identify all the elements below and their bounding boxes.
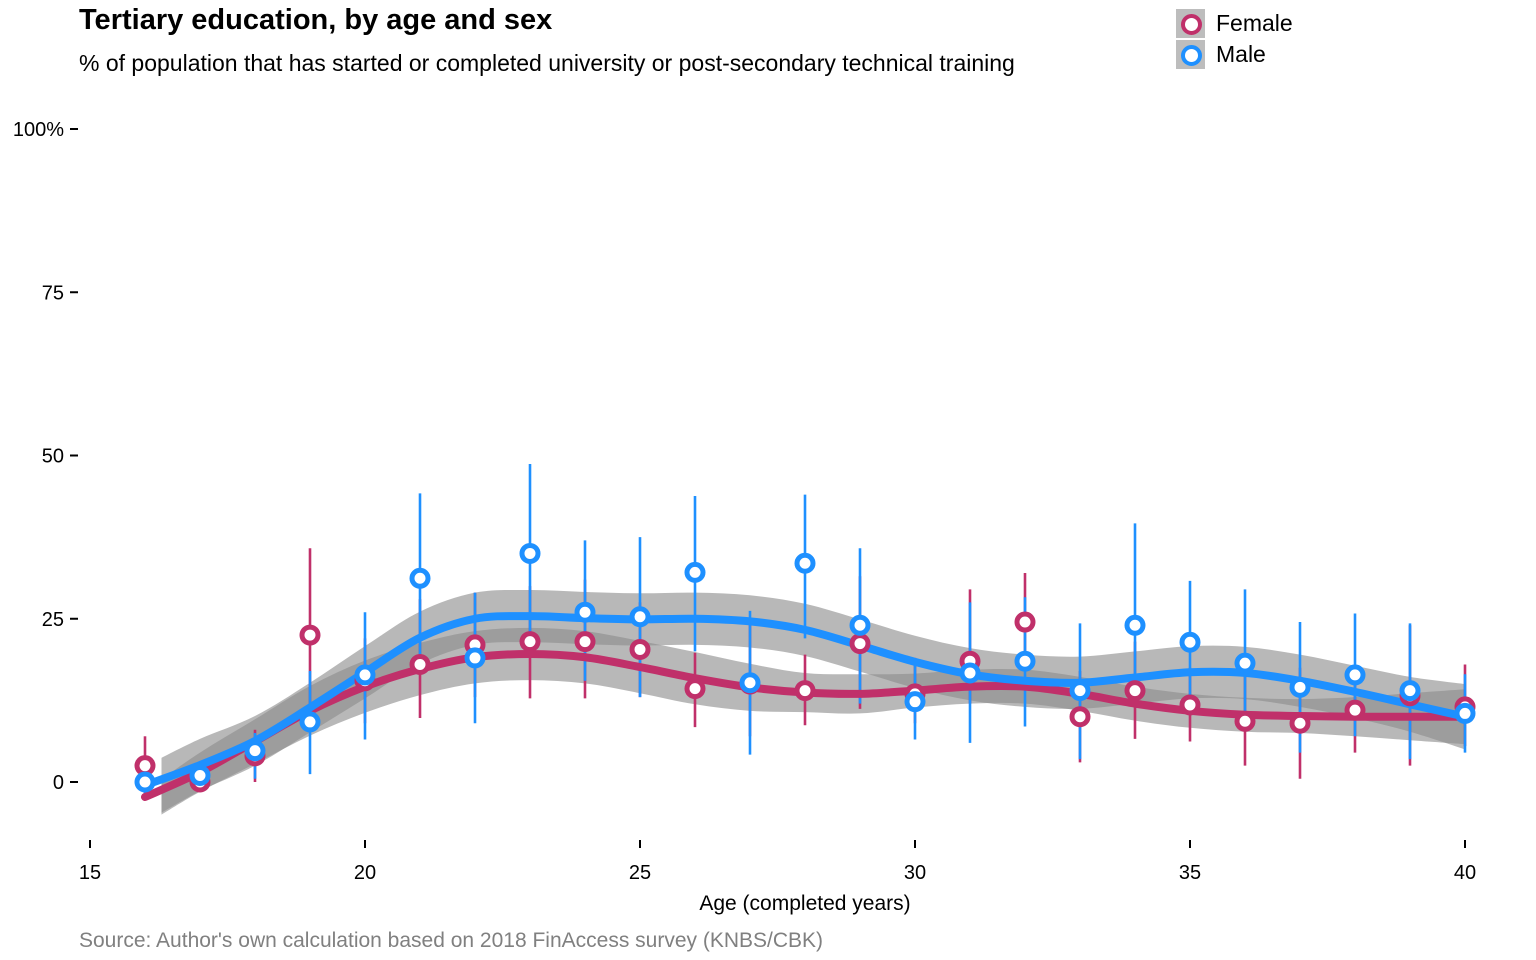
y-tick-label: 50 xyxy=(42,446,64,468)
data-point-male xyxy=(1014,650,1036,672)
legend-key-female xyxy=(1176,9,1205,38)
data-point-male xyxy=(1344,664,1366,686)
data-point-male xyxy=(409,567,431,589)
ci-bands xyxy=(161,589,1465,815)
data-point-male xyxy=(244,740,266,762)
axes: 0 25 50 75 100% 15 20 25 30 35 40 xyxy=(13,119,1476,884)
data-point-female xyxy=(409,653,431,675)
x-tick-label: 15 xyxy=(79,862,101,884)
data-point-female xyxy=(629,638,651,660)
y-tick-label: 25 xyxy=(42,609,64,631)
data-point-female xyxy=(849,633,871,655)
data-point-male xyxy=(959,662,981,684)
data-point-male xyxy=(684,561,706,583)
ci-band-female xyxy=(161,627,1465,815)
legend-item-male: Male xyxy=(1176,39,1293,70)
data-point-male xyxy=(1234,652,1256,674)
legend-key-male xyxy=(1176,40,1205,69)
legend-item-female: Female xyxy=(1176,8,1293,39)
data-point-female xyxy=(1124,680,1146,702)
chart-legend: Female Male xyxy=(1176,8,1293,70)
data-point-male xyxy=(519,542,541,564)
chart-title: Tertiary education, by age and sex xyxy=(79,4,553,36)
y-tick-label: 0 xyxy=(53,772,64,794)
chart-source: Source: Author's own calculation based o… xyxy=(79,929,824,952)
data-point-male xyxy=(574,601,596,623)
data-point-male xyxy=(904,691,926,713)
data-point-male xyxy=(629,606,651,628)
data-points xyxy=(134,542,1476,793)
data-point-male xyxy=(794,552,816,574)
data-point-male xyxy=(849,614,871,636)
data-point-female xyxy=(134,755,156,777)
data-point-male xyxy=(739,672,761,694)
data-point-male xyxy=(1124,614,1146,636)
y-tick-label: 100% xyxy=(13,119,64,141)
x-tick-label: 30 xyxy=(904,862,926,884)
x-tick-label: 35 xyxy=(1179,862,1201,884)
data-point-male xyxy=(1399,680,1421,702)
x-tick-label: 25 xyxy=(629,862,651,884)
data-point-female xyxy=(519,631,541,653)
data-point-female xyxy=(1344,699,1366,721)
data-point-female xyxy=(299,624,321,646)
data-point-male xyxy=(1289,676,1311,698)
data-point-female xyxy=(1069,706,1091,728)
data-point-male xyxy=(1454,702,1476,724)
data-point-female xyxy=(1179,694,1201,716)
data-point-female xyxy=(1234,710,1256,732)
data-point-male xyxy=(1179,631,1201,653)
y-tick-label: 75 xyxy=(42,282,64,304)
legend-label-female: Female xyxy=(1216,10,1293,36)
x-axis-title: Age (completed years) xyxy=(699,892,910,915)
data-point-female xyxy=(574,631,596,653)
data-point-male xyxy=(134,771,156,793)
x-tick-label: 20 xyxy=(354,862,376,884)
data-point-female xyxy=(684,678,706,700)
data-point-female xyxy=(1014,611,1036,633)
data-point-female xyxy=(1289,712,1311,734)
data-point-male xyxy=(299,711,321,733)
data-point-male xyxy=(189,764,211,786)
data-point-male xyxy=(464,647,486,669)
data-point-female xyxy=(794,680,816,702)
chart-subtitle: % of population that has started or comp… xyxy=(79,50,1015,76)
x-tick-label: 40 xyxy=(1454,862,1476,884)
legend-label-male: Male xyxy=(1216,41,1266,67)
data-point-male xyxy=(354,664,376,686)
data-point-male xyxy=(1069,680,1091,702)
